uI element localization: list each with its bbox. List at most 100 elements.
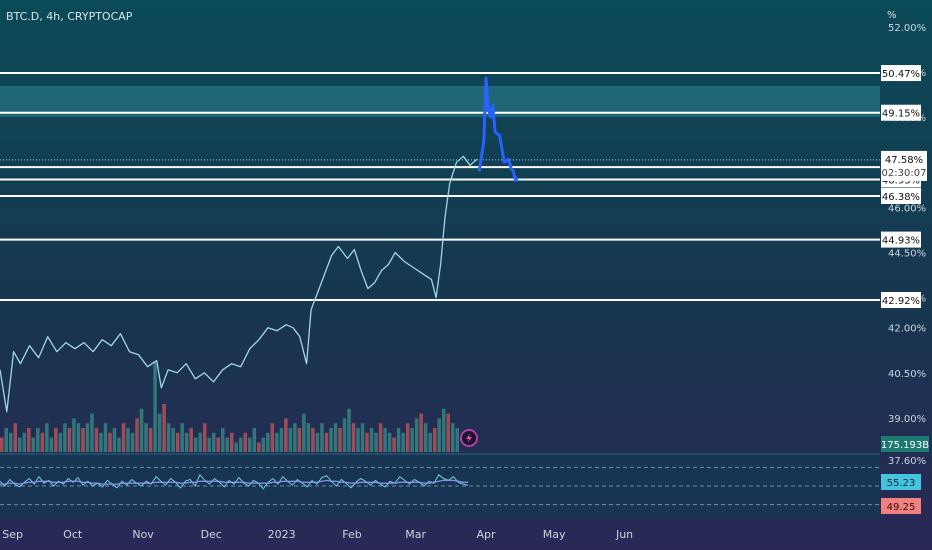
- volume-bar: [360, 423, 365, 452]
- volume-bar: [58, 432, 63, 452]
- x-tick-label: Jun: [615, 528, 633, 541]
- x-tick-label: Dec: [201, 528, 222, 541]
- x-tick-label: 2023: [268, 528, 296, 541]
- volume-bar: [63, 423, 67, 452]
- volume-bar: [293, 423, 297, 452]
- volume-bar: [266, 432, 270, 452]
- volume-bar: [193, 437, 198, 452]
- volume-bar: [432, 428, 437, 452]
- volume-bar: [36, 428, 40, 452]
- volume-bar: [153, 360, 157, 452]
- y-tick-label: 52.00%: [888, 23, 926, 34]
- volume-bar: [441, 408, 446, 452]
- volume-bar: [81, 428, 85, 452]
- volume-bar: [175, 432, 180, 452]
- volume-bar: [49, 437, 54, 452]
- volume-bar: [329, 428, 333, 452]
- y-tick-label: 39.00%: [888, 414, 926, 425]
- volume-bar: [356, 428, 360, 452]
- rsi-tag: [881, 474, 921, 490]
- lightning-button[interactable]: [460, 429, 478, 447]
- volume-bar: [85, 423, 90, 452]
- price-line: [0, 155, 478, 413]
- volume-tag: [881, 436, 929, 452]
- volume-bar: [401, 432, 405, 452]
- volume-bar: [166, 423, 171, 452]
- volume-bar: [216, 437, 220, 452]
- volume-bar: [410, 428, 414, 452]
- x-tick-label: Feb: [342, 528, 361, 541]
- volume-bar: [117, 437, 121, 452]
- volume-bar: [234, 442, 239, 452]
- volume-bar: [220, 428, 225, 452]
- volume-bar: [437, 418, 441, 452]
- price-tag-label: 46.93%: [882, 175, 920, 186]
- volume-bar: [450, 423, 455, 452]
- volume-bar: [257, 442, 261, 452]
- volume-bar: [392, 437, 396, 452]
- volume-bar: [108, 432, 112, 452]
- volume-bar: [54, 428, 58, 452]
- volume-tag-label: 175.193B: [881, 440, 929, 451]
- volume-bar: [311, 428, 315, 452]
- lightning-bolt-icon: [466, 433, 472, 443]
- rsi-ma-line: [0, 479, 468, 485]
- volume-bar: [135, 418, 139, 452]
- volume-bar: [351, 423, 356, 452]
- volume-bar: [419, 413, 423, 452]
- volume-bar: [184, 432, 189, 452]
- price-tag-label: 46.38%: [882, 192, 920, 203]
- volume-bar: [414, 418, 419, 452]
- volume-bar: [31, 437, 36, 452]
- y-tick-label: 42.00%: [888, 324, 926, 335]
- volume-bar: [279, 428, 284, 452]
- volume-bar: [90, 413, 94, 452]
- volume-bar: [76, 423, 81, 452]
- volume-bar: [202, 423, 207, 452]
- price-tag: [881, 292, 921, 309]
- volume-bar: [378, 423, 383, 452]
- volume-bar: [333, 423, 338, 452]
- volume-bar: [243, 432, 248, 452]
- price-tag-label: 49.15%: [882, 109, 920, 120]
- x-tick-label: May: [543, 528, 566, 541]
- volume-bar: [347, 408, 351, 452]
- volume-bar: [126, 428, 130, 452]
- volume-bar: [315, 432, 320, 452]
- volume-bar: [130, 432, 135, 452]
- volume-bar: [369, 428, 374, 452]
- volume-bar: [288, 428, 293, 452]
- volume-bar: [45, 423, 49, 452]
- symbol-title: BTC.D, 4h, CRYPTOCAP: [6, 10, 133, 23]
- volume-bar: [396, 428, 401, 452]
- volume-bar: [211, 432, 216, 452]
- volume-bar: [455, 428, 459, 452]
- volume-bar: [72, 418, 76, 452]
- volume-bar: [270, 423, 275, 452]
- volume-bar: [342, 418, 347, 452]
- price-tag-label: 44.93%: [882, 236, 920, 247]
- volume-bar: [405, 423, 410, 452]
- y-tick-label: 44.50%: [888, 249, 926, 260]
- volume-bar: [144, 423, 148, 452]
- price-line-recent: [477, 76, 519, 182]
- rsi-line: [0, 473, 469, 490]
- volume-bar: [252, 428, 257, 452]
- volume-bar: [297, 428, 302, 452]
- y-tick-label: 46.00%: [888, 203, 926, 214]
- volume-bar: [4, 428, 9, 452]
- volume-bar: [383, 428, 387, 452]
- volume-bar: [0, 437, 4, 452]
- price-tag-label: 42.92%: [882, 296, 920, 307]
- rsi-tag-label: 55.23: [887, 478, 916, 489]
- volume-bar: [162, 404, 166, 452]
- volume-bar: [239, 437, 243, 452]
- volume-bar: [284, 418, 288, 452]
- rsi-ma-tag: [881, 498, 921, 514]
- volume-bar: [94, 428, 99, 452]
- volume-bar: [387, 432, 392, 452]
- price-tag: [881, 104, 921, 121]
- rsi-ma-tag-label: 49.25: [887, 502, 916, 513]
